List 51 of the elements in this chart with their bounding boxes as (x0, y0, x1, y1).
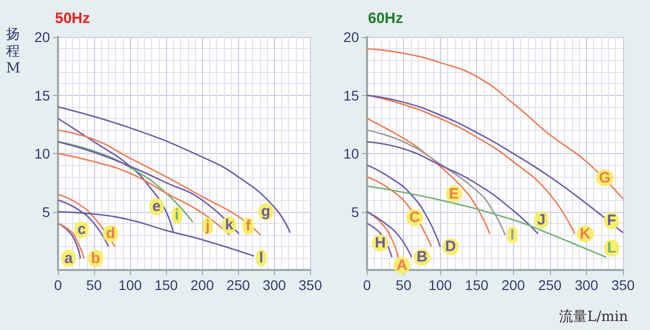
x-tick-label: 250 (538, 277, 562, 293)
y-tick-label: 5 (42, 204, 50, 220)
x-tick-label: 350 (298, 277, 322, 293)
series-label: k (224, 216, 234, 234)
series-label: F (607, 212, 616, 230)
x-tick-label: 250 (226, 277, 250, 293)
series-label: a (64, 250, 74, 267)
y-tick-label: 10 (34, 146, 50, 162)
series-label: f (246, 218, 252, 235)
series-label: j (204, 218, 210, 235)
y-tick-label: 15 (343, 87, 360, 104)
series-label: l (259, 250, 264, 267)
series-label: B (416, 248, 428, 266)
x-tick-label: 100 (428, 277, 452, 293)
series-label: J (537, 211, 546, 228)
series-label: I (510, 226, 514, 244)
series-label: K (580, 225, 591, 242)
y-tick-label: 15 (34, 87, 50, 104)
series-label: A (396, 256, 408, 274)
x-tick-label: 150 (154, 277, 178, 293)
chart-title: 60Hz (368, 10, 404, 27)
x-tick-label: 200 (502, 277, 526, 293)
y-tick-label: 20 (34, 29, 50, 45)
x-tick-label: 300 (262, 277, 286, 293)
series-label: e (152, 198, 161, 216)
x-tick-label: 50 (86, 277, 102, 293)
x-tick-label: 0 (54, 277, 62, 293)
x-tick-label: 150 (465, 277, 489, 293)
x-tick-label: 200 (190, 277, 214, 293)
series-label: E (448, 185, 459, 202)
series-label: g (261, 203, 270, 220)
x-tick-label: 50 (396, 277, 412, 293)
series-label: D (445, 238, 456, 256)
series-label: i (174, 206, 179, 224)
series-label: H (374, 234, 386, 252)
series-label: d (106, 225, 116, 242)
x-tick-label: 100 (118, 277, 142, 293)
series-label: c (77, 221, 86, 238)
x-axis-title: 流量L/min (559, 309, 628, 325)
x-tick-label: 350 (611, 277, 635, 293)
y-tick-label: 20 (343, 29, 360, 45)
chart-title: 50Hz (55, 10, 90, 27)
series-label: G (599, 169, 611, 186)
series-label: L (607, 240, 616, 257)
y-tick-label: 10 (343, 146, 360, 162)
x-tick-label: 0 (363, 277, 372, 293)
series-label: b (90, 250, 100, 267)
y-axis-title: 扬程M (6, 26, 20, 76)
series-label: C (409, 209, 420, 226)
x-tick-label: 300 (574, 277, 598, 293)
y-tick-label: 5 (351, 204, 360, 220)
